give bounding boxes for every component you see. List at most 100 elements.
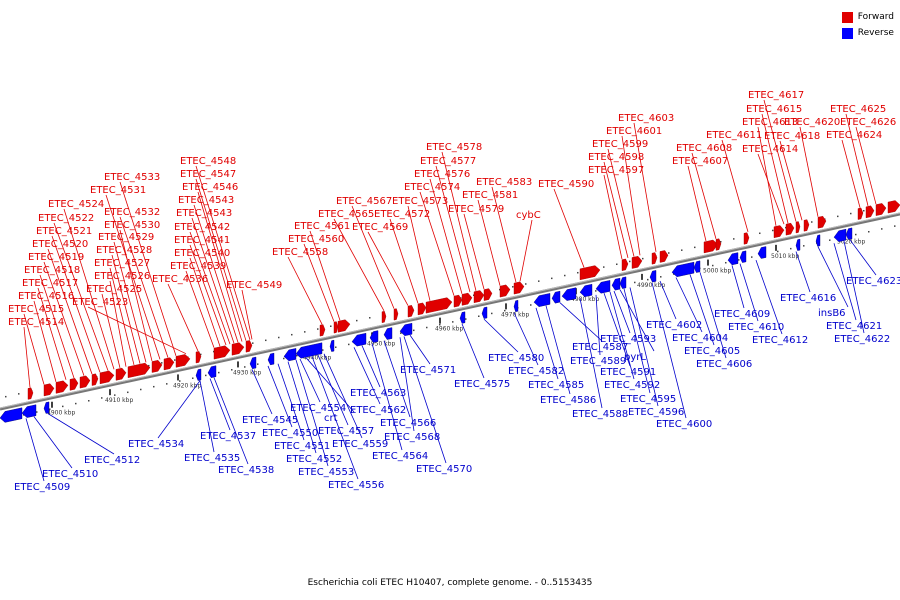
reverse-gene-arrow [727, 252, 739, 266]
gene-label: ETEC_4585 [528, 380, 584, 391]
gene-label: ETEC_4596 [628, 407, 684, 418]
gene-label: ETEC_4602 [646, 320, 702, 331]
reverse-gene-arrow [533, 293, 551, 307]
leader-line [779, 140, 803, 221]
leader-line [403, 336, 447, 464]
leader-line [477, 199, 501, 286]
gene-label: ETEC_4571 [400, 365, 456, 376]
gene-label: ETEC_4624 [826, 130, 882, 141]
axis-minor-tick [356, 319, 358, 322]
leader-line [23, 326, 31, 388]
leader-line [53, 222, 109, 371]
leader-line [613, 290, 631, 334]
axis-minor-tick [192, 377, 194, 379]
leader-line [189, 257, 221, 347]
axis-minor-tick [751, 256, 753, 258]
axis-minor-tick [712, 264, 714, 267]
leader-line [33, 300, 57, 382]
axis-minor-tick [465, 318, 467, 320]
legend-swatch-reverse [841, 27, 853, 39]
forward-gene-arrow [621, 258, 629, 271]
leader-line [267, 365, 293, 428]
legend-swatch-forward [841, 11, 853, 23]
leader-line [383, 340, 411, 418]
gene-label: ETEC_4527 [94, 258, 150, 269]
leader-line [23, 313, 45, 385]
forward-gene-arrow [213, 345, 231, 360]
gene-label: ETEC_4521 [36, 226, 92, 237]
gene-label: ETEC_4530 [104, 220, 160, 231]
reverse-gene-arrow [619, 276, 627, 289]
legend-label-forward: Forward [857, 12, 894, 22]
axis-tick-label: 4940 kbp [303, 354, 331, 361]
axis-minor-tick [114, 394, 116, 396]
axis-minor-tick [413, 329, 415, 332]
leader-line [189, 244, 227, 346]
forward-gene-arrow [795, 221, 801, 234]
gene-label: ETEC_4566 [380, 418, 436, 429]
gene-label: ETEC_4609 [714, 309, 770, 320]
gene-label: ETEC_4573 [392, 196, 448, 207]
reverse-gene-arrow [249, 356, 257, 370]
gene-label: ETEC_4603 [618, 113, 674, 124]
forward-gene-arrow [319, 324, 326, 337]
leader-line [463, 213, 485, 290]
forward-gene-arrow [337, 319, 351, 333]
axis-minor-tick [499, 288, 501, 291]
axis-minor-tick [577, 271, 579, 274]
axis-minor-tick [265, 339, 267, 342]
forward-gene-arrow [785, 222, 795, 236]
leader-line [303, 243, 335, 322]
gene-label: ETEC_4547 [180, 169, 236, 180]
forward-gene-arrow [651, 252, 658, 265]
leader-line [603, 174, 623, 260]
reverse-gene-arrow [195, 368, 202, 381]
leader-line [39, 274, 75, 379]
leader-line [607, 148, 635, 257]
gene-label: ETEC_4610 [728, 322, 784, 333]
gene-label: ETEC_4578 [426, 142, 482, 153]
axis-tick-label: 4980 kbp [571, 296, 599, 303]
gene-label: ETEC_4622 [834, 334, 890, 345]
leader-line [33, 416, 73, 469]
leader-line [545, 305, 571, 395]
reverse-gene-arrow [459, 311, 466, 324]
gene-label: ETEC_4522 [38, 213, 94, 224]
gene-label: crt [324, 413, 338, 424]
forward-gene-arrow [499, 284, 511, 298]
leader-line [633, 122, 657, 252]
forward-gene-arrow [631, 256, 643, 269]
axis-minor-tick [837, 215, 839, 218]
leader-line [603, 292, 631, 367]
gene-label: ETEC_4554 [290, 403, 346, 414]
gene-label: ETEC_4541 [174, 235, 230, 246]
reverse-gene-arrow [671, 261, 695, 278]
gene-label: ETEC_4605 [684, 346, 740, 357]
reverse-gene-arrow [351, 332, 367, 347]
gene-label: ETEC_4616 [780, 293, 836, 304]
leader-line [367, 231, 409, 306]
leader-line [559, 302, 603, 342]
forward-gene-arrow [483, 288, 493, 301]
reverse-gene-arrow [0, 407, 23, 423]
axis-minor-tick [148, 364, 150, 367]
legend-label-reverse: Reverse [857, 28, 894, 38]
axis-tick-label: 4900 kbp [47, 410, 75, 417]
axis-minor-tick [733, 238, 735, 240]
forward-gene-arrow [579, 265, 601, 281]
leader-line [311, 356, 359, 480]
gene-label: ETEC_4553 [298, 467, 354, 478]
leader-line [167, 283, 199, 352]
gene-label: ETEC_4529 [98, 232, 154, 243]
forward-gene-arrow [703, 239, 719, 254]
axis-minor-tick [803, 245, 805, 247]
leader-line [287, 256, 323, 325]
axis-minor-tick [777, 250, 779, 253]
gene-label: ETEC_4523 [72, 297, 128, 308]
axis-minor-tick [525, 283, 527, 285]
reverse-gene-arrow [551, 290, 561, 304]
reverse-gene-arrow [295, 342, 323, 359]
leader-line [795, 251, 811, 293]
gene-label: ETEC_4598 [588, 152, 644, 163]
